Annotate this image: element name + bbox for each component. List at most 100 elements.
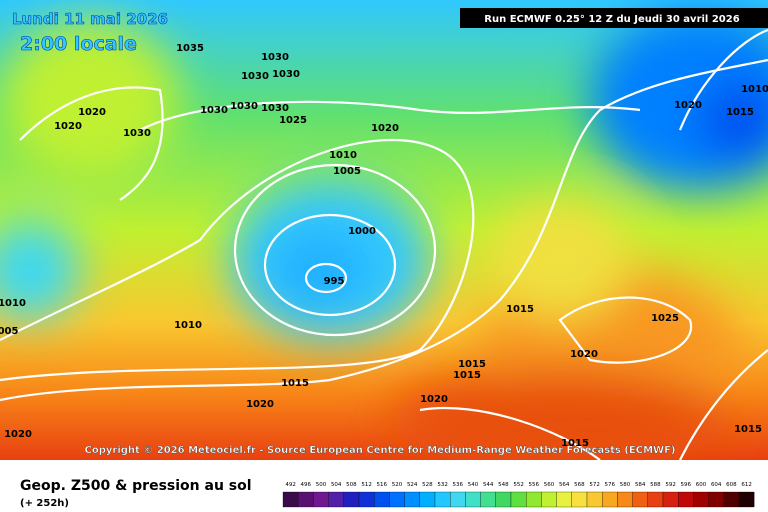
- isobar-label: 1010: [741, 84, 768, 95]
- scale-swatch: [632, 491, 648, 508]
- scale-label: 492: [285, 482, 296, 488]
- scale-label: 568: [574, 482, 585, 488]
- isobar-label: 1030: [241, 71, 269, 82]
- scale-swatch: [556, 491, 572, 508]
- scale-swatch: [602, 491, 618, 508]
- isobar-label: 1015: [726, 107, 754, 118]
- isobar-label: 1015: [506, 304, 534, 315]
- isobar-label: 1010: [0, 298, 26, 309]
- scale-swatch: [328, 491, 344, 508]
- scale-label: 596: [681, 482, 692, 488]
- isobar-label: 1015: [281, 378, 309, 389]
- scale-swatch: [313, 491, 329, 508]
- isobar-label: 1030: [200, 105, 228, 116]
- isobar-label: 1020: [78, 107, 106, 118]
- scale-swatch: [541, 491, 557, 508]
- scale-swatch: [617, 491, 633, 508]
- scale-label: 540: [468, 482, 479, 488]
- isobar-label: 1030: [261, 103, 289, 114]
- scale-label: 608: [726, 482, 737, 488]
- scale-label: 536: [453, 482, 464, 488]
- scale-label: 572: [589, 482, 600, 488]
- run-box: [460, 8, 768, 28]
- scale-swatch: [571, 491, 588, 508]
- isobar-label: 1030: [261, 52, 289, 63]
- isobars: [0, 28, 768, 461]
- scale-swatch: [419, 491, 436, 508]
- scale-label: 576: [605, 482, 616, 488]
- scale-swatch: [662, 491, 679, 508]
- isobar-label: 1005: [333, 166, 361, 177]
- scale-label: 588: [650, 482, 661, 488]
- scale-swatch: [450, 491, 466, 508]
- scale-label: 500: [316, 482, 327, 488]
- scale-label: 592: [665, 482, 676, 488]
- run-info: Run ECMWF 0.25° 12 Z du Jeudi 30 avril 2…: [484, 14, 739, 25]
- isobar-label: 1020: [4, 429, 32, 440]
- isobar-label: 1010: [329, 150, 357, 161]
- scale-swatch: [647, 491, 664, 508]
- scale-label: 564: [559, 482, 570, 488]
- scale-label: 516: [377, 482, 388, 488]
- scale-label: 504: [331, 482, 342, 488]
- scale-swatch: [404, 491, 420, 508]
- isobar-label: 1015: [734, 424, 762, 435]
- scale-label: 524: [407, 482, 418, 488]
- isobar-label: 1015: [561, 438, 589, 449]
- scale-swatch: [708, 491, 724, 508]
- isobar-label: 1000: [348, 226, 376, 237]
- isobar-label: 1020: [246, 399, 274, 410]
- isobar-label: 1020: [54, 121, 82, 132]
- isobar-label: 1015: [453, 370, 481, 381]
- isobar-label: 1020: [371, 123, 399, 134]
- isobar-label: 1010: [174, 320, 202, 331]
- scale-swatch: [693, 491, 709, 508]
- scale-label: 520: [392, 482, 403, 488]
- scale-swatch: [495, 491, 512, 508]
- scale-swatch: [586, 491, 603, 508]
- isobar-label: 1015: [458, 359, 486, 370]
- isobar-label: 005: [0, 326, 18, 337]
- scale-label: 532: [437, 482, 448, 488]
- scale-label: 604: [711, 482, 722, 488]
- isobar-label: 1035: [176, 43, 204, 54]
- scale-label: 544: [483, 482, 494, 488]
- scale-swatch: [723, 491, 740, 508]
- scale-swatch: [298, 491, 314, 508]
- scale-swatch: [480, 491, 496, 508]
- isobar-label: 1030: [230, 101, 258, 112]
- scale-swatch: [374, 491, 390, 508]
- scale-swatch: [678, 491, 694, 508]
- footer-lead: (+ 252h): [20, 498, 69, 509]
- isobar-label: 1025: [279, 115, 307, 126]
- scale-label: 580: [620, 482, 631, 488]
- scale-swatch: [389, 491, 405, 508]
- scale-label: 528: [422, 482, 433, 488]
- scale-label: 552: [513, 482, 524, 488]
- fields: [0, 10, 768, 470]
- isobar-label: 1020: [570, 349, 598, 360]
- isobar-label: 1020: [420, 394, 448, 405]
- scale-label: 556: [529, 482, 540, 488]
- local-time: 2:00 locale: [20, 33, 137, 55]
- scale-label: 512: [361, 482, 372, 488]
- scale-swatch: [358, 491, 375, 508]
- isobar-label: 1020: [674, 100, 702, 111]
- scale-label: 508: [346, 482, 357, 488]
- scale-swatch: [343, 491, 360, 508]
- isobar-label: 1030: [272, 69, 300, 80]
- scale-swatch: [465, 491, 481, 508]
- scale-label: 600: [696, 482, 707, 488]
- scale-label: 496: [301, 482, 312, 488]
- footer-title: Geop. Z500 & pression au sol: [20, 478, 252, 494]
- scale-label: 584: [635, 482, 646, 488]
- isobar-label: 995: [324, 276, 345, 287]
- scale-swatch: [434, 491, 451, 508]
- scale-swatch: [526, 491, 542, 508]
- scale-label: 560: [544, 482, 555, 488]
- date: Lundi 11 mai 2026: [12, 10, 168, 28]
- isobar-label: 1025: [651, 313, 679, 324]
- scale-swatch: [510, 491, 527, 508]
